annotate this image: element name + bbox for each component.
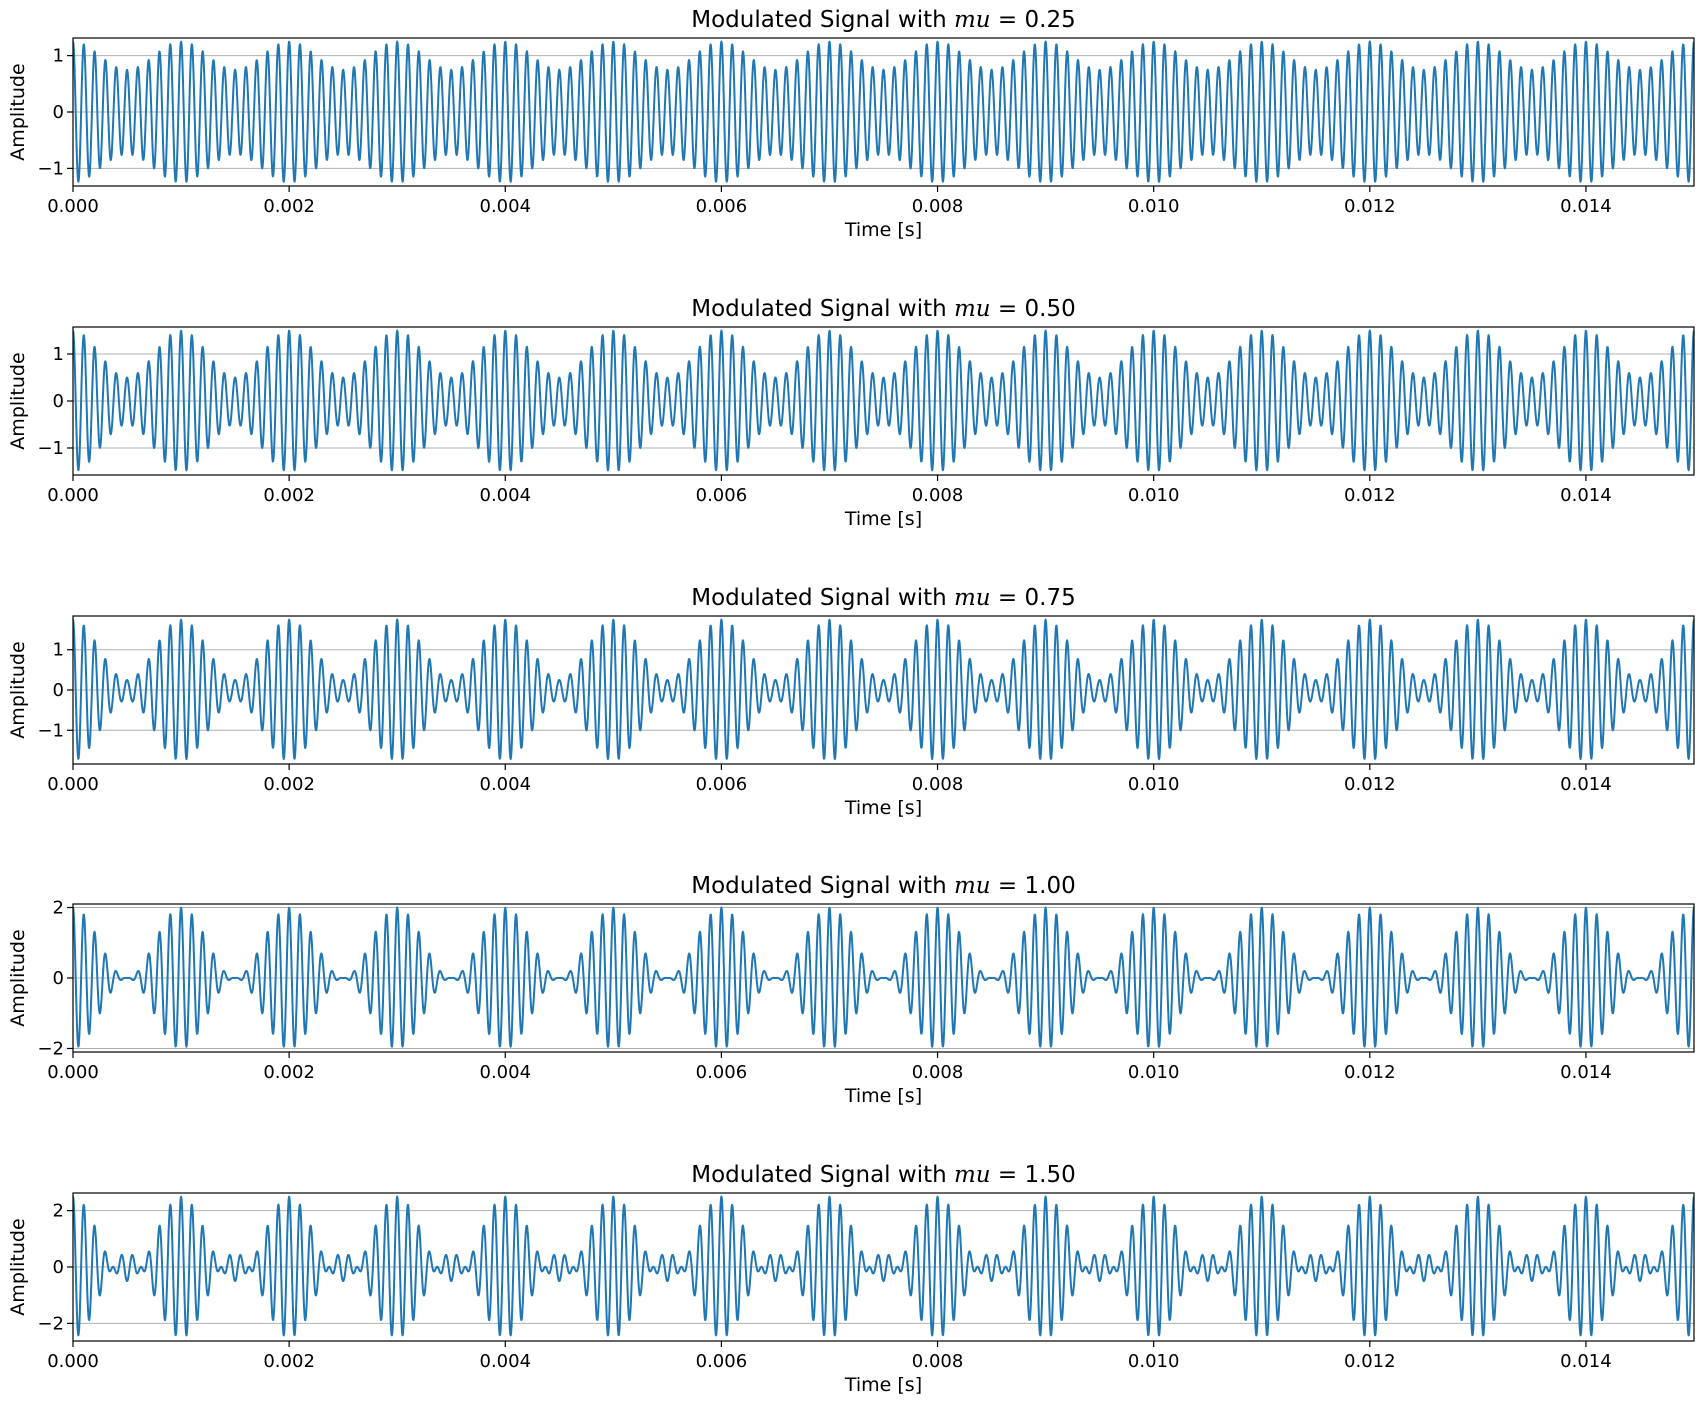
x-tick-label: 0.000: [47, 196, 99, 217]
x-tick-label: 0.012: [1344, 485, 1396, 506]
y-tick-label: −1: [37, 720, 64, 741]
x-tick-label: 0.014: [1560, 774, 1612, 795]
title-value: = 1.50: [991, 1162, 1076, 1188]
x-tick-label: 0.006: [696, 1062, 748, 1083]
x-tick-label: 0.000: [47, 1351, 99, 1372]
x-tick-label: 0.014: [1560, 485, 1612, 506]
signal-series: [73, 1195, 1694, 1337]
x-tick-label: 0.004: [480, 1351, 532, 1372]
x-tick-label: 0.004: [480, 196, 532, 217]
title-value: = 0.50: [991, 296, 1076, 322]
title-prefix: Modulated Signal with: [691, 296, 954, 322]
x-tick-label: 0.014: [1560, 196, 1612, 217]
title-variable: mu: [954, 296, 991, 322]
title-value: = 0.25: [991, 7, 1076, 33]
title-prefix: Modulated Signal with: [691, 1162, 954, 1188]
subplot-4: Modulated Signal with mu = 1.00 −2 0 2 0.000…: [7, 873, 1695, 1107]
subplot-2: Modulated Signal with mu = 0.50 −1 0 1 0.000…: [7, 296, 1695, 530]
subplot-5: Modulated Signal with mu = 1.50 −2 0 2 0.000…: [7, 1162, 1695, 1396]
title-prefix: Modulated Signal with: [691, 873, 954, 899]
x-axis-label: Time [s]: [844, 1374, 922, 1396]
x-tick-label: 0.002: [263, 196, 315, 217]
y-axis-label: Amplitude: [7, 929, 29, 1026]
subplot-1: Modulated Signal with mu = 0.25 −1 0 1 0.000…: [7, 7, 1695, 241]
x-tick-label: 0.004: [480, 485, 532, 506]
title-variable: mu: [954, 585, 991, 611]
y-tick-label: 1: [53, 46, 64, 67]
x-tick-label: 0.008: [912, 1351, 964, 1372]
x-tick-label: 0.006: [696, 485, 748, 506]
signal-series: [73, 329, 1694, 472]
x-tick-label: 0.012: [1344, 196, 1396, 217]
x-tick-label: 0.006: [696, 774, 748, 795]
title-prefix: Modulated Signal with: [691, 7, 954, 33]
subplot-title: Modulated Signal with mu = 1.50: [691, 1162, 1075, 1188]
x-tick-label: 0.014: [1560, 1351, 1612, 1372]
title-prefix: Modulated Signal with: [691, 585, 954, 611]
y-tick-label: −2: [37, 1313, 64, 1334]
x-tick-label: 0.000: [47, 1062, 99, 1083]
subplot-3: Modulated Signal with mu = 0.75 −1 0 1 0.000…: [7, 585, 1695, 819]
x-axis-label: Time [s]: [844, 797, 922, 819]
y-axis-label: Amplitude: [7, 641, 29, 738]
x-tick-label: 0.002: [263, 774, 315, 795]
y-tick-label: −1: [37, 158, 64, 179]
x-tick-label: 0.012: [1344, 1062, 1396, 1083]
y-tick-label: 1: [53, 344, 64, 365]
y-tick-label: 2: [53, 1201, 64, 1222]
y-axis-label: Amplitude: [7, 1218, 29, 1315]
x-tick-label: 0.004: [480, 774, 532, 795]
x-axis-label: Time [s]: [844, 219, 922, 241]
x-tick-label: 0.002: [263, 1062, 315, 1083]
title-value: = 1.00: [991, 873, 1076, 899]
x-tick-label: 0.012: [1344, 774, 1396, 795]
signal-series: [73, 906, 1694, 1048]
x-tick-label: 0.014: [1560, 1062, 1612, 1083]
x-tick-label: 0.010: [1128, 196, 1180, 217]
x-tick-label: 0.010: [1128, 1062, 1180, 1083]
subplot-title: Modulated Signal with mu = 0.25: [691, 7, 1075, 33]
x-tick-label: 0.008: [912, 774, 964, 795]
signal-series: [73, 618, 1694, 760]
x-tick-label: 0.010: [1128, 774, 1180, 795]
x-tick-label: 0.010: [1128, 1351, 1180, 1372]
x-tick-label: 0.004: [480, 1062, 532, 1083]
signal-series: [73, 40, 1694, 183]
x-tick-label: 0.000: [47, 774, 99, 795]
y-tick-label: 0: [53, 391, 64, 412]
y-tick-label: 0: [53, 968, 64, 989]
y-tick-label: 0: [53, 1257, 64, 1278]
y-tick-label: 0: [53, 680, 64, 701]
x-tick-label: 0.012: [1344, 1351, 1396, 1372]
title-variable: mu: [954, 1162, 991, 1188]
x-tick-label: 0.006: [696, 196, 748, 217]
x-axis-label: Time [s]: [844, 1085, 922, 1107]
y-tick-label: −1: [37, 438, 64, 459]
y-tick-label: 2: [53, 898, 64, 919]
title-variable: mu: [954, 873, 991, 899]
x-tick-label: 0.008: [912, 1062, 964, 1083]
title-value: = 0.75: [991, 585, 1076, 611]
x-axis-label: Time [s]: [844, 508, 922, 530]
x-tick-label: 0.006: [696, 1351, 748, 1372]
subplot-title: Modulated Signal with mu = 0.75: [691, 585, 1075, 611]
subplot-title: Modulated Signal with mu = 0.50: [691, 296, 1075, 322]
y-axis-label: Amplitude: [7, 63, 29, 160]
y-tick-label: 1: [53, 640, 64, 661]
title-variable: mu: [954, 7, 991, 33]
x-tick-label: 0.002: [263, 485, 315, 506]
y-tick-label: 0: [53, 102, 64, 123]
x-tick-label: 0.008: [912, 196, 964, 217]
x-tick-label: 0.010: [1128, 485, 1180, 506]
y-tick-label: −2: [37, 1038, 64, 1059]
subplot-title: Modulated Signal with mu = 1.00: [691, 873, 1075, 899]
y-axis-label: Amplitude: [7, 352, 29, 449]
x-tick-label: 0.000: [47, 485, 99, 506]
x-tick-label: 0.008: [912, 485, 964, 506]
x-tick-label: 0.002: [263, 1351, 315, 1372]
